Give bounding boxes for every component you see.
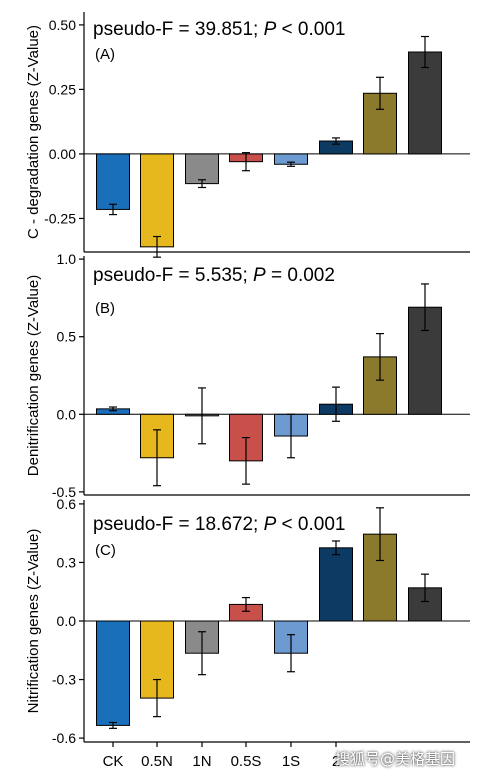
watermark-text: 搜狐号@美格基因	[335, 750, 456, 768]
bar	[96, 620, 130, 726]
stat-p: P	[264, 19, 277, 40]
panel-2: -0.5 0.0 0.5 1.0 Denitrification genes (Z-Va…	[25, 251, 470, 500]
stat-prefix: pseudo-F = 39.851;	[93, 19, 264, 40]
panel-letter: (B)	[95, 300, 115, 317]
y-axis-label: Nitrification genes (Z-Value)	[25, 529, 42, 714]
y-tick-label: 0.0	[57, 406, 77, 422]
panel-letter: (A)	[95, 46, 115, 63]
y-axis-label: C - degradation genes (Z-Value)	[25, 25, 42, 239]
stat-p: P	[264, 514, 277, 535]
stat-suffix: = 0.002	[266, 265, 335, 286]
stat-prefix: pseudo-F = 5.535;	[93, 265, 253, 286]
x-tick-label: 1S	[282, 753, 300, 770]
stat-prefix: pseudo-F = 18.672;	[93, 514, 264, 535]
y-tick-label: -0.6	[52, 730, 76, 746]
x-tick-label: 1N	[192, 753, 211, 770]
panel-1: -0.25 0.00 0.25 0.50 C - degradation genes (…	[25, 12, 470, 258]
x-tick-label: 0.5S	[231, 753, 262, 770]
x-tick-label: 2	[332, 753, 340, 770]
stat-annotation: pseudo-F = 18.672; P < 0.001	[93, 514, 345, 535]
x-tick-label: 0.5N	[141, 753, 173, 770]
stat-suffix: < 0.001	[276, 19, 345, 40]
y-tick-label: -0.5	[52, 484, 76, 500]
panel-letter: (C)	[95, 542, 116, 559]
y-tick-label: 0.6	[57, 496, 77, 512]
x-tick-label: CK	[103, 753, 124, 770]
y-axis-label: Denitrification genes (Z-Value)	[25, 275, 42, 476]
y-tick-label: 0.25	[49, 81, 76, 97]
y-tick-label: 0.0	[57, 613, 77, 629]
y-tick-label: 0.50	[49, 17, 76, 33]
stat-p: P	[253, 265, 266, 286]
bar	[319, 547, 353, 622]
y-tick-label: 0.5	[57, 329, 77, 345]
y-tick-label: 0.3	[57, 554, 77, 570]
panel-3: -0.6 -0.3 0.0 0.3 0.6 Nitrification genes (Z-…	[25, 496, 470, 746]
y-tick-label: 0.00	[49, 146, 76, 162]
y-tick-label: -0.3	[52, 672, 76, 688]
stat-suffix: < 0.001	[276, 514, 345, 535]
y-tick-label: -0.25	[44, 210, 76, 226]
bar	[140, 153, 174, 248]
stat-annotation: pseudo-F = 39.851; P < 0.001	[93, 19, 345, 40]
bar	[96, 153, 130, 210]
stat-annotation: pseudo-F = 5.535; P = 0.002	[93, 265, 335, 286]
y-tick-label: 1.0	[57, 251, 77, 267]
bar	[185, 153, 219, 185]
